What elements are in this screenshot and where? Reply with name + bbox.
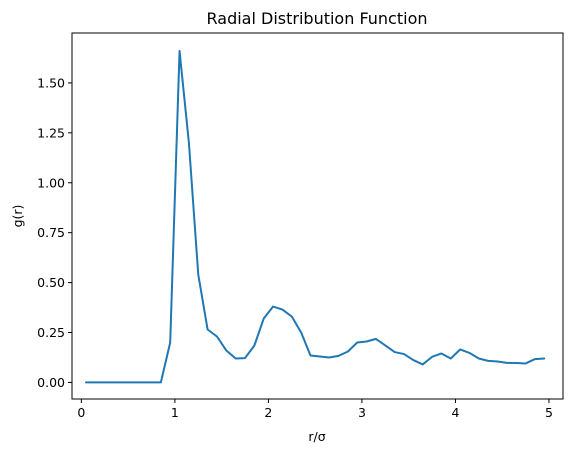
x-tick-label: 5 [545,405,553,420]
plot-area [85,49,546,384]
x-tick-label: 0 [77,405,85,420]
x-tick-label: 1 [171,405,179,420]
series-line-gr [85,49,546,384]
y-tick-label: 0.25 [37,325,65,340]
x-tick-label: 4 [451,405,459,420]
y-tick-label: 1.50 [37,75,65,90]
axes-frame [71,32,564,400]
x-tick-label: 2 [264,405,272,420]
x-tick-label: 3 [358,405,366,420]
y-tick-label: 0.50 [37,275,65,290]
y-tick-label: 1.00 [37,175,65,190]
x-axis: 0 1 2 3 4 5 [77,399,553,420]
y-tick-label: 0.00 [37,375,65,390]
y-axis: 0.00 0.25 0.50 0.75 1.00 1.25 1.50 [37,75,72,390]
y-tick-label: 0.75 [37,225,65,240]
chart-title: Radial Distribution Function [207,9,428,28]
y-axis-label: g(r) [10,205,25,228]
y-tick-label: 1.25 [37,125,65,140]
x-axis-label: r/σ [308,429,325,444]
